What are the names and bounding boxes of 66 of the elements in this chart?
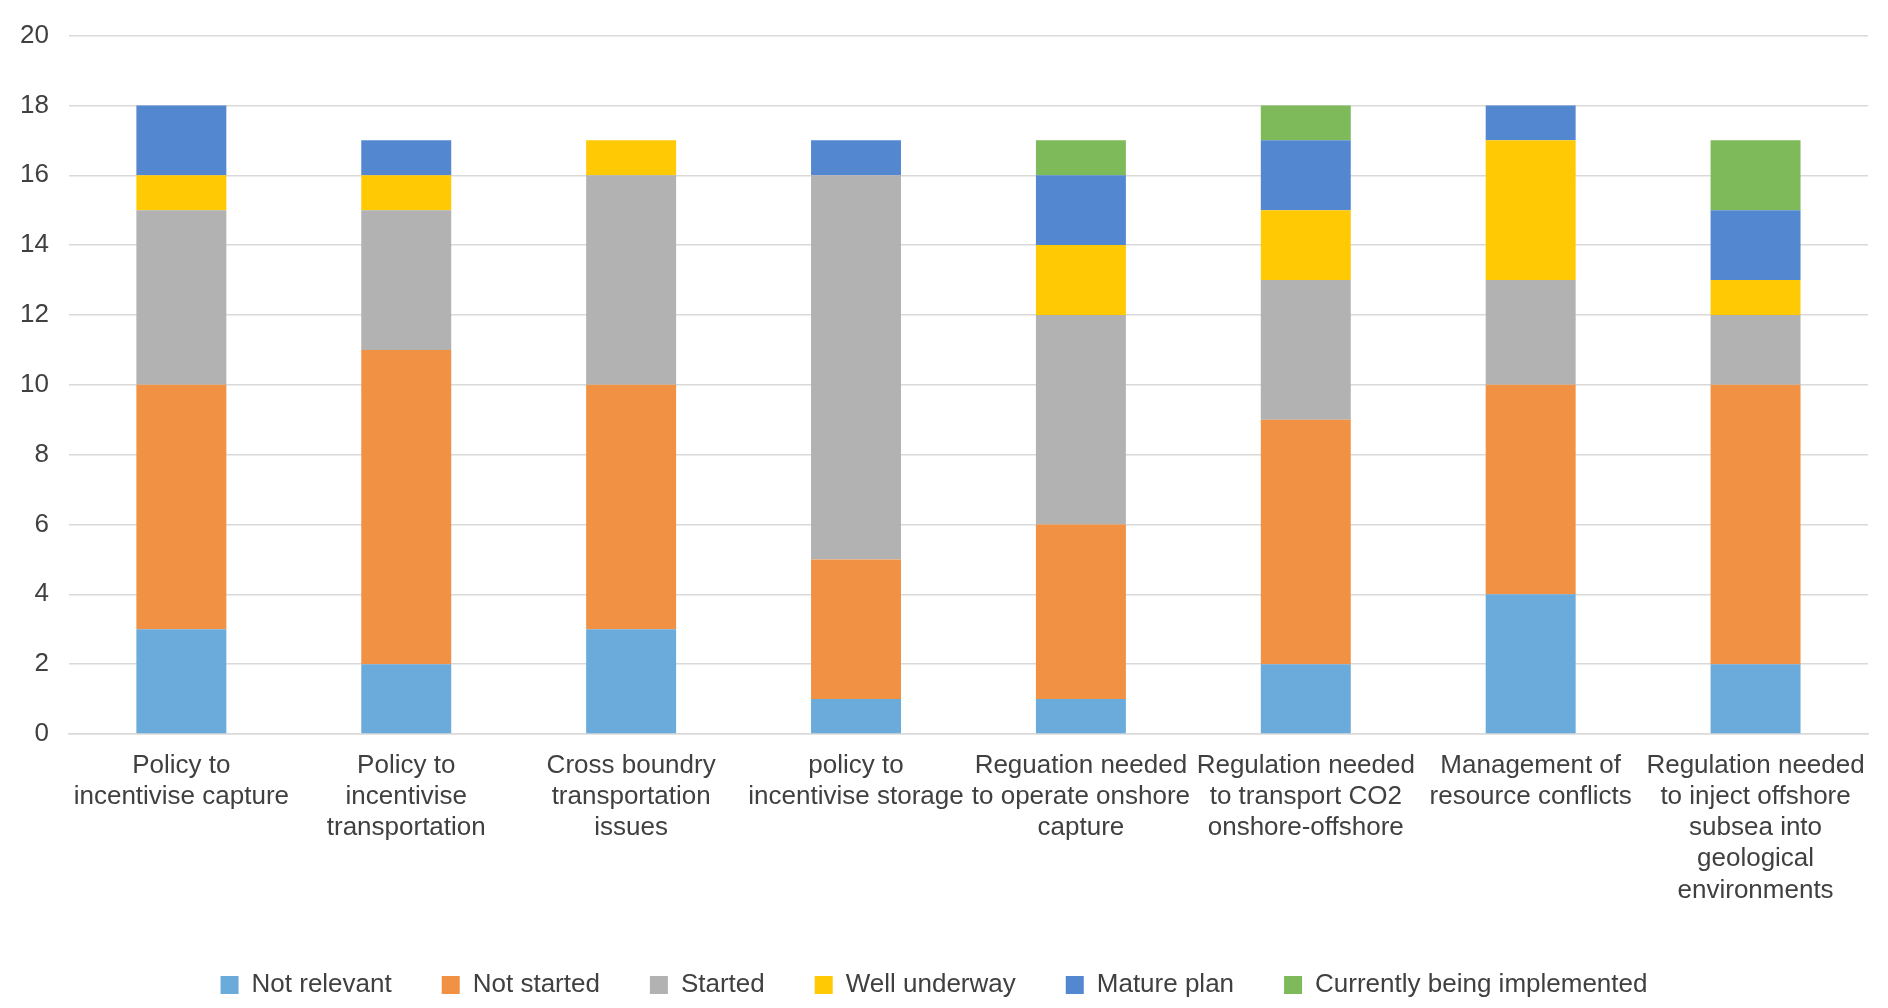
legend-label: Well underway — [845, 968, 1016, 999]
y-tick-label: 14 — [20, 228, 49, 259]
bar — [1485, 140, 1576, 281]
bar — [1035, 175, 1126, 246]
x-tick-label: Regulation needed to inject offshore subsea into geological environments — [1646, 748, 1865, 904]
bar — [136, 210, 227, 385]
bar — [586, 384, 677, 630]
legend-label: Not relevant — [251, 968, 393, 999]
bar — [361, 140, 452, 176]
bar — [361, 210, 452, 350]
bar — [1260, 419, 1351, 665]
x-tick-label: Regulation needed to transport CO2 onshore-offshore — [1196, 748, 1415, 842]
bar — [586, 175, 677, 385]
x-tick-label: Reguation needed to operate onshore capture — [971, 748, 1191, 842]
bar — [811, 699, 901, 734]
bar — [361, 349, 452, 665]
bar — [136, 384, 227, 630]
bar — [1260, 280, 1351, 420]
bar — [1035, 245, 1126, 315]
bar — [811, 140, 901, 176]
bar — [1710, 664, 1801, 734]
y-tick-label: 20 — [20, 18, 49, 49]
y-tick-label: 12 — [20, 298, 49, 329]
bar — [811, 175, 901, 560]
y-tick-label: 4 — [34, 577, 49, 608]
bar — [1260, 664, 1351, 734]
legend-label: Started — [680, 968, 765, 999]
legend-label: Mature plan — [1096, 968, 1235, 999]
bar — [1485, 384, 1576, 595]
bar — [811, 559, 901, 700]
legend-label: Not started — [472, 968, 600, 999]
bar — [1710, 384, 1801, 665]
bar — [1485, 594, 1576, 734]
x-tick-label: Policy to incentivise transportation — [326, 748, 486, 842]
x-tick-label: Management of resource conflicts — [1429, 748, 1632, 810]
y-tick-label: 8 — [34, 437, 49, 468]
y-tick-label: 18 — [20, 88, 49, 119]
bar — [1035, 524, 1126, 700]
bar — [361, 664, 452, 734]
bar — [136, 629, 227, 734]
bar — [136, 175, 227, 211]
y-tick-label: 6 — [34, 507, 49, 538]
bar — [1710, 280, 1801, 315]
y-tick-label: 0 — [34, 717, 49, 748]
x-tick-label: Policy to incentivise capture — [73, 748, 290, 810]
x-tick-label: Cross boundry transportation issues — [546, 748, 716, 842]
y-tick-label: 10 — [20, 367, 49, 398]
bar — [1710, 210, 1801, 281]
x-tick-label: policy to incentivise storage — [748, 748, 964, 810]
bar — [1710, 140, 1801, 211]
bar — [1710, 314, 1801, 385]
legend-label: Currently being implemented — [1315, 968, 1648, 999]
bar — [361, 175, 452, 211]
bar — [1485, 280, 1576, 385]
y-tick-label: 16 — [20, 158, 49, 189]
bar — [1035, 314, 1126, 525]
y-tick-label: 2 — [34, 647, 49, 678]
bar — [1260, 105, 1351, 141]
bar — [1035, 140, 1126, 176]
bar — [586, 629, 677, 734]
bar — [1260, 140, 1351, 211]
bar — [1485, 105, 1576, 141]
bar — [1260, 210, 1351, 281]
bar — [586, 140, 677, 176]
bar — [136, 105, 227, 176]
bar — [1035, 699, 1126, 734]
